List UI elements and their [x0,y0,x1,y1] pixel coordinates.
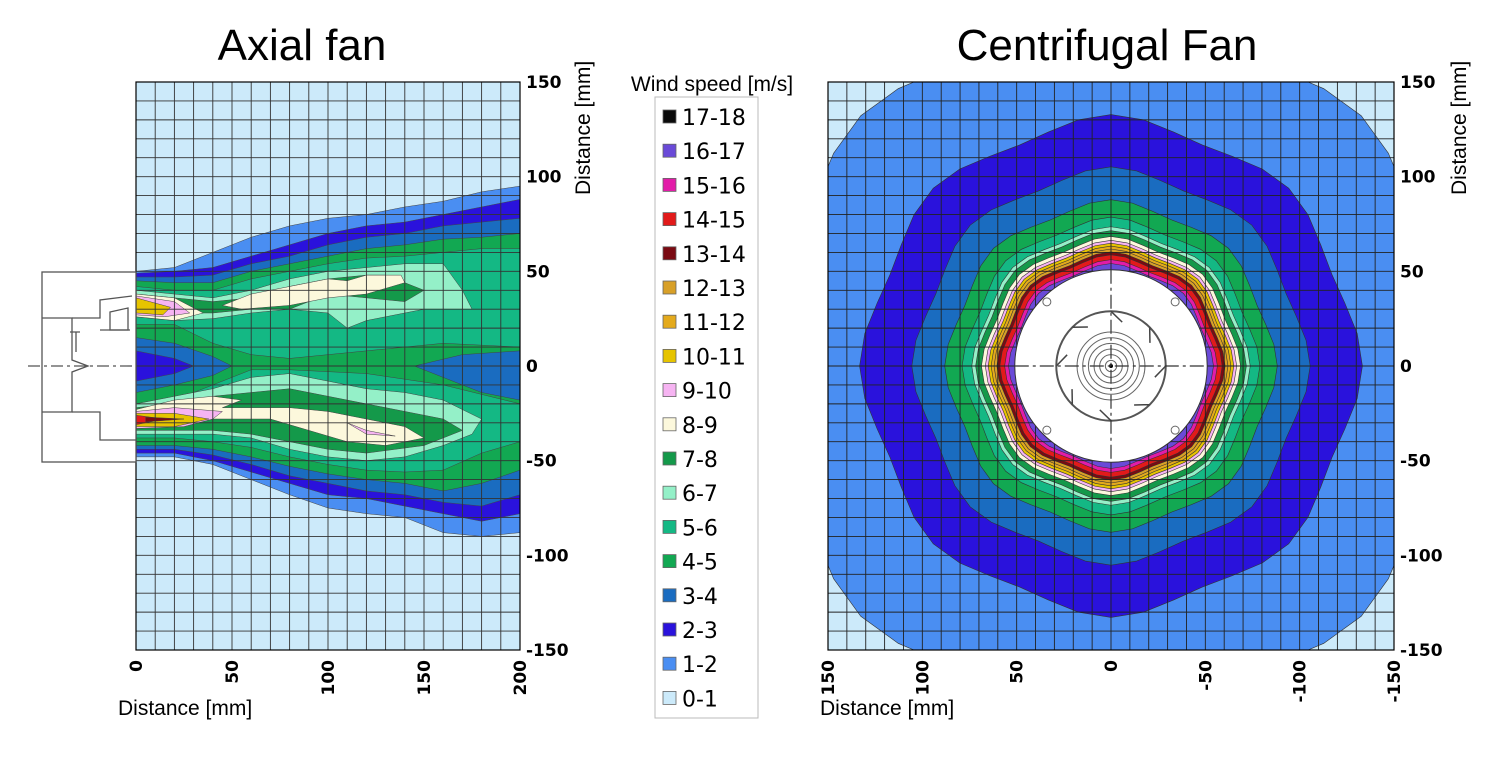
legend-swatch [663,452,676,465]
legend-label: 3-4 [682,585,718,610]
centrifugal-plot [757,12,1465,720]
legend-label: 16-17 [682,140,746,165]
axial-ytick: -100 [526,546,569,566]
legend-label: 0-1 [682,687,718,712]
legend-label: 10-11 [682,345,746,370]
legend-swatch [663,691,676,704]
axial-ytick: 50 [526,262,550,282]
legend-swatch [663,418,676,431]
legend-swatch [663,315,676,328]
axial-plot [136,82,520,650]
legend-label: 14-15 [682,209,746,234]
legend-label: 4-5 [682,551,718,576]
centrifugal-xtick: -100 [1291,660,1311,703]
axial-ylabel: Distance [mm] [572,61,595,195]
centrifugal-xtick: 50 [1008,660,1028,684]
legend-label: 1-2 [682,653,718,678]
legend-swatch [663,349,676,362]
legend-label: 7-8 [682,448,718,473]
legend-swatch [663,657,676,670]
legend-label: 2-3 [682,619,718,644]
centrifugal-ytick: 150 [1400,73,1436,93]
legend-swatch [663,144,676,157]
axial-xtick: 150 [415,660,435,696]
legend: Wind speed [m/s] 17-18 16-17 15-16 14-15 13-… [631,73,793,718]
axial-title: Axial fan [218,21,387,70]
legend-title: Wind speed [m/s] [631,73,793,96]
legend-swatch [663,281,676,294]
axial-ytick: 0 [526,357,538,377]
centrifugal-ytick: 0 [1400,357,1412,377]
centrifugal-ytick: 50 [1400,262,1424,282]
legend-swatch [663,486,676,499]
centrifugal-fan-drawing [1015,270,1207,462]
legend-label: 6-7 [682,482,718,507]
legend-swatch [663,178,676,191]
centrifugal-ytick: -50 [1400,452,1431,472]
centrifugal-ylabel: Distance [mm] [1448,61,1471,195]
legend-swatch [663,623,676,636]
legend-label: 11-12 [682,311,746,336]
centrifugal-ytick: -100 [1400,546,1443,566]
legend-label: 15-16 [682,174,746,199]
centrifugal-xtick: 0 [1102,660,1122,672]
centrifugal-xtick: 100 [913,660,933,696]
centrifugal-xtick: -150 [1385,660,1405,703]
centrifugal-xlabel: Distance [mm] [820,697,954,720]
legend-swatch [663,555,676,568]
axial-xtick: 100 [319,660,339,696]
centrifugal-ytick: -150 [1400,641,1443,661]
legend-swatch [663,520,676,533]
legend-swatch [663,384,676,397]
axial-fan-housing-drawing [28,272,136,462]
legend-swatch [663,110,676,123]
legend-label: 9-10 [682,380,732,405]
axial-xtick: 200 [511,660,531,696]
axial-ytick: -150 [526,641,569,661]
centrifugal-xtick: -50 [1196,660,1216,691]
legend-swatch [663,589,676,602]
legend-label: 12-13 [682,277,746,302]
axial-xtick: 50 [223,660,243,684]
centrifugal-xtick: 150 [819,660,839,696]
centrifugal-ytick: 100 [1400,168,1436,188]
legend-label: 17-18 [682,106,746,131]
legend-label: 5-6 [682,516,718,541]
legend-swatch [663,247,676,260]
axial-xtick: 0 [127,660,147,672]
centrifugal-title: Centrifugal Fan [957,21,1258,70]
axial-xlabel: Distance [mm] [118,697,252,720]
legend-label: 8-9 [682,414,718,439]
axial-ytick: -50 [526,452,557,472]
axial-ytick: 150 [526,73,562,93]
legend-label: 13-14 [682,243,746,268]
legend-swatch [663,213,676,226]
axial-ytick: 100 [526,168,562,188]
